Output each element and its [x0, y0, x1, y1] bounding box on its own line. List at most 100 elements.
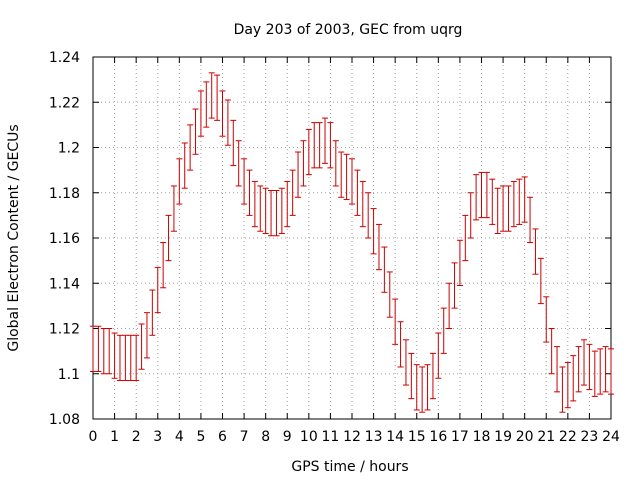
error-bar-point — [143, 312, 150, 359]
error-bar-point — [586, 343, 593, 391]
error-bar-point — [246, 169, 253, 216]
y-tick-label: 1.1 — [58, 367, 80, 383]
error-bar-point — [295, 151, 302, 198]
axis-ticks: 0 1 2 3 4 5 6 7 8 9 10 11 12 13 14 15 16 17 18 19 20 21 22 23 24… — [49, 50, 620, 445]
error-bar-point — [327, 122, 334, 169]
error-bar-point — [386, 271, 393, 318]
error-bar-point — [451, 262, 458, 309]
error-bar-point — [608, 348, 614, 395]
x-tick-label: 21 — [537, 429, 555, 445]
error-bar-point — [392, 298, 399, 345]
error-bar-point — [537, 257, 544, 305]
error-bar-point — [262, 187, 269, 234]
error-bar-point — [440, 307, 447, 354]
error-bar-point — [176, 158, 183, 205]
error-bar-point — [138, 323, 145, 370]
error-bar-point — [289, 169, 296, 216]
error-bar-point — [241, 158, 248, 205]
error-bar-point — [95, 325, 102, 372]
error-bar-point — [100, 328, 107, 375]
y-tick-label: 1.2 — [58, 141, 80, 157]
error-bar-point — [548, 328, 555, 375]
error-bar-point — [581, 339, 588, 386]
y-axis-label: Global Electron Content / GECUs — [6, 124, 22, 351]
error-bar-point — [365, 192, 372, 239]
error-bar-point — [575, 346, 582, 393]
error-bar-point — [419, 366, 426, 413]
error-bar-point — [257, 185, 264, 232]
grid-lines — [93, 57, 611, 419]
x-tick-label: 6 — [218, 429, 227, 445]
error-bar-point — [500, 185, 507, 232]
x-tick-label: 14 — [386, 429, 404, 445]
x-tick-label: 10 — [300, 429, 318, 445]
x-tick-label: 15 — [408, 429, 426, 445]
error-bar-point — [349, 158, 355, 205]
error-bar-point — [208, 72, 215, 119]
x-tick-label: 3 — [153, 429, 162, 445]
error-bar-point — [564, 361, 571, 409]
x-tick-label: 24 — [602, 429, 620, 445]
y-tick-label: 1.18 — [49, 186, 80, 202]
x-tick-label: 9 — [283, 429, 292, 445]
x-tick-label: 2 — [132, 429, 141, 445]
x-tick-label: 7 — [240, 429, 249, 445]
x-tick-label: 20 — [516, 429, 534, 445]
error-bar-point — [408, 352, 415, 400]
x-tick-label: 12 — [343, 429, 361, 445]
error-bar-point — [305, 128, 312, 176]
x-tick-label: 1 — [110, 429, 119, 445]
error-bar-point — [483, 171, 490, 219]
error-bar-point — [359, 180, 366, 228]
error-bar-point — [187, 124, 194, 171]
error-bar-point — [90, 325, 96, 372]
x-tick-label: 19 — [494, 429, 512, 445]
error-bar-point — [192, 108, 199, 155]
x-tick-label: 11 — [322, 429, 340, 445]
chart-title: Day 203 of 2003, GEC from uqrg — [234, 22, 463, 38]
y-tick-label: 1.08 — [49, 412, 80, 428]
error-bar-point — [559, 366, 566, 413]
error-bar-point — [381, 246, 388, 293]
x-tick-label: 22 — [559, 429, 577, 445]
error-bar-point — [170, 185, 177, 232]
error-bar-point — [284, 180, 291, 228]
error-bar-point — [543, 296, 550, 343]
error-bar-point — [332, 140, 339, 187]
error-bar-point — [505, 185, 512, 232]
error-bar-point — [230, 119, 237, 167]
error-bar-point — [316, 122, 323, 169]
x-tick-label: 5 — [196, 429, 205, 445]
error-bar-point — [467, 192, 474, 239]
error-bar-point — [343, 153, 350, 201]
error-bar-point — [300, 140, 307, 187]
error-bar-point — [235, 140, 242, 187]
error-bar-point — [570, 355, 577, 402]
y-tick-label: 1.24 — [49, 50, 80, 66]
error-bar-point — [446, 282, 453, 329]
error-bar-point — [133, 334, 140, 382]
error-bar-point — [224, 99, 231, 146]
error-bar-point — [397, 321, 404, 368]
x-tick-label: 0 — [89, 429, 98, 445]
y-tick-label: 1.16 — [49, 231, 80, 247]
error-bar-point — [116, 334, 123, 382]
error-bar-point — [160, 242, 167, 289]
error-bar-point — [494, 187, 501, 234]
error-bar-point — [554, 346, 561, 393]
error-bar-point — [424, 364, 431, 411]
error-bar-point — [591, 350, 598, 397]
error-bar-point — [527, 196, 534, 244]
error-bar-point — [273, 189, 280, 237]
error-bar-point — [122, 334, 129, 382]
error-bar-point — [111, 332, 118, 379]
error-bar-point — [370, 208, 377, 255]
x-tick-label: 8 — [261, 429, 270, 445]
x-axis-label: GPS time / hours — [291, 459, 408, 475]
error-bar-point — [268, 189, 275, 237]
error-bar-point — [354, 169, 361, 216]
error-bar-point — [489, 178, 496, 225]
error-bars — [90, 72, 614, 413]
x-tick-label: 16 — [429, 429, 447, 445]
